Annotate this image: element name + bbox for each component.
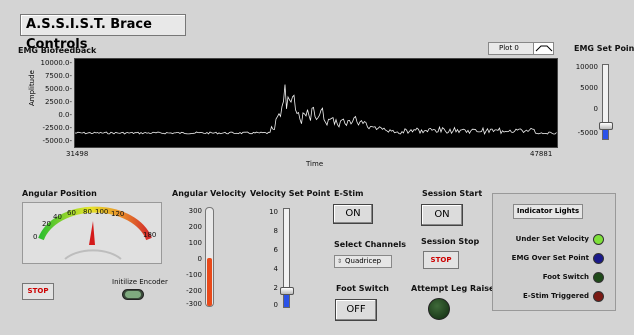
av-tick: 300 [188,207,202,215]
gauge-tick: 80 [83,208,92,216]
plot-legend-label: Plot 0 [499,44,519,52]
foot-switch-off-button[interactable]: OFF [335,299,377,321]
vsp-tick: 0 [273,301,278,309]
indicator-lights-panel: Indicator Lights Under Set Velocity EMG O… [492,193,616,311]
initialize-encoder-toggle[interactable] [122,289,144,300]
velocity-set-point-label: Velocity Set Point [250,189,331,198]
attempt-leg-raise-label: Attempt Leg Raise [411,284,495,293]
indicator-label: E-Stim Triggered [522,292,589,300]
gauge-tick: 0 [33,233,38,241]
gauge-tick: 60 [67,209,76,217]
y-tick: -2500.0- [42,124,72,132]
av-tick: 200 [188,223,202,231]
y-tick: -5000.0- [42,137,72,145]
velocity-set-point-slider[interactable] [283,208,290,308]
emg-sp-tick: 5000 [580,84,598,92]
plot-line-swatch-icon [533,43,553,54]
attempt-leg-raise-light [428,298,450,320]
indicator-lights-title: Indicator Lights [513,204,583,219]
vsp-tick: 4 [273,265,278,273]
emg-sp-tick: 0 [593,105,598,113]
indicator-label: Under Set Velocity [515,235,589,243]
emg-set-point-slider[interactable] [602,64,609,140]
toggle-knob [125,291,141,298]
x-tick-end: 47881 [530,150,553,158]
gauge-tick: 180 [143,231,157,239]
angular-position-gauge: 0 20 40 60 80 100 120 180 [22,202,162,264]
session-start-button[interactable]: ON [421,204,463,226]
x-tick-start: 31498 [66,150,89,158]
initialize-encoder-label: Initilize Encoder [112,278,168,286]
emg-set-point-thumb[interactable] [599,122,613,130]
x-axis-label: Time [306,160,324,168]
emg-waveform-chart [74,58,558,148]
indicator-label: Foot Switch [542,273,589,281]
angular-velocity-fill [207,258,212,306]
indicator-label: EMG Over Set Point [511,254,589,262]
y-tick: 7500.0- [44,72,72,80]
gauge-tick: 120 [111,210,125,218]
emg-waveform-svg [74,84,557,135]
dropdown-arrows-icon: ⇕ [337,258,343,265]
select-channels-dropdown[interactable]: ⇕ Quadricep [334,255,392,268]
angular-velocity-label: Angular Velocity [172,189,247,198]
gauge-tick: 20 [42,220,51,228]
emg-sp-tick: -5000 [577,129,598,137]
y-tick: 10000.0- [40,59,72,67]
stop-button[interactable]: STOP [22,283,54,300]
vsp-tick: 2 [273,284,278,292]
select-channels-value: Quadricep [345,257,382,265]
y-tick: 0.0- [58,111,72,119]
emg-set-point-fill [603,127,608,139]
session-start-label: Session Start [422,189,483,198]
gauge-tick: 100 [95,208,109,216]
vsp-tick: 8 [273,227,278,235]
plot-legend[interactable]: Plot 0 [488,42,554,55]
estim-on-button[interactable]: ON [333,204,373,224]
velocity-set-point-thumb[interactable] [280,287,294,295]
av-tick: 0 [197,255,202,263]
session-stop-button[interactable]: STOP [423,251,459,269]
emg-signal-line [74,84,557,135]
select-channels-label: Select Channels [334,240,406,249]
angular-position-label: Angular Position [22,189,97,198]
av-tick: 100 [188,239,202,247]
angular-velocity-thermometer [205,207,214,307]
vsp-tick: 6 [273,246,278,254]
indicator-led [593,234,604,245]
indicator-led [593,291,604,302]
velocity-set-point-fill [284,295,289,307]
av-tick: -100 [186,271,202,279]
av-tick: -300 [186,300,202,308]
y-axis-label: Amplitude [28,70,36,106]
emg-set-point-label: EMG Set Point [574,44,634,53]
gauge-tick: 40 [53,213,62,221]
session-stop-label: Session Stop [421,237,480,246]
emg-biofeedback-label: EMG Biofeedback [18,46,97,55]
y-tick: 2500.0- [44,98,72,106]
estim-label: E-Stim [334,189,364,198]
av-tick: -200 [186,287,202,295]
emg-sp-tick: 10000 [575,63,598,71]
indicator-led [593,253,604,264]
indicator-led [593,272,604,283]
vsp-tick: 10 [269,208,278,216]
page-title: A.S.S.I.S.T. Brace Controls [20,14,186,52]
y-tick: 5000.0- [44,85,72,93]
foot-switch-label: Foot Switch [336,284,389,293]
